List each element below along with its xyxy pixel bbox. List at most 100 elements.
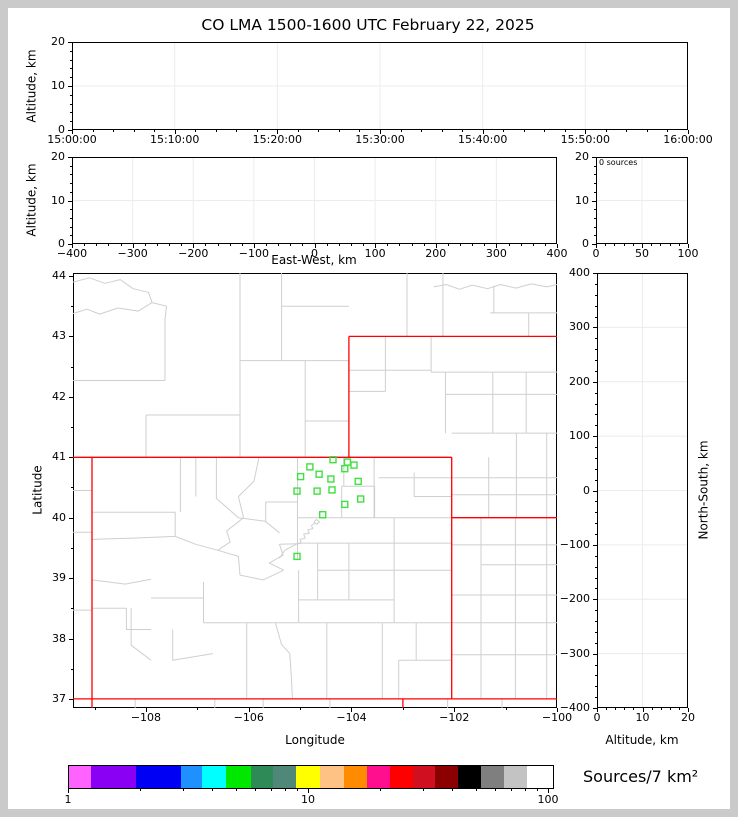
tick-label: −200 — [178, 247, 209, 260]
tick-mark — [606, 708, 608, 710]
tick-mark — [594, 191, 596, 193]
tick-label: −100 — [559, 537, 590, 551]
tick-mark — [594, 209, 596, 211]
tick-label: 20 — [51, 150, 65, 163]
tick-label: 200 — [569, 374, 590, 388]
lma-source-marker — [318, 510, 327, 519]
colorbar-segment-1 — [91, 766, 136, 788]
tick-mark — [297, 130, 299, 132]
tick-mark — [595, 414, 597, 416]
tick-mark — [96, 244, 98, 246]
tick-mark — [302, 244, 304, 246]
tick-mark — [70, 68, 72, 70]
tick-mark — [460, 244, 461, 246]
tick-mark — [278, 244, 280, 246]
tick-mark — [69, 638, 73, 640]
tick-mark — [338, 244, 340, 246]
tick-mark — [277, 130, 279, 134]
tick-mark — [92, 130, 94, 132]
county-boundary — [175, 535, 219, 551]
tick-mark — [595, 457, 597, 459]
tick-mark — [387, 244, 389, 246]
figure-canvas: CO LMA 1500-1600 UTC February 22, 2025 1… — [8, 8, 730, 809]
tick-mark — [651, 708, 653, 710]
lma-source-marker — [350, 461, 358, 469]
lma-source-marker — [293, 552, 301, 561]
tick-mark — [544, 130, 546, 132]
tick-label: 20 — [575, 150, 589, 163]
tick-label: 20 — [681, 711, 695, 724]
tick-mark — [595, 338, 597, 340]
tick-mark — [70, 165, 72, 167]
tick-label: 0 — [583, 483, 590, 497]
tick-mark — [595, 631, 597, 633]
tick-mark — [595, 566, 597, 568]
tick-mark — [68, 86, 72, 87]
ns_height-plot-area — [597, 273, 688, 708]
tick-mark — [595, 621, 597, 622]
tick-mark — [402, 708, 404, 710]
county-boundary — [274, 622, 293, 699]
tick-mark — [68, 244, 72, 245]
tick-label: 0 — [593, 711, 601, 724]
county-boundary — [313, 519, 321, 525]
colorbar-minor-tick — [510, 789, 512, 791]
lma-source-marker — [341, 500, 349, 509]
tick-mark — [70, 112, 72, 114]
tick-mark — [595, 512, 597, 514]
lma-source-marker — [306, 463, 314, 471]
tick-mark — [70, 59, 72, 61]
tick-mark — [380, 130, 381, 134]
tick-mark — [594, 226, 596, 228]
tick-mark — [70, 209, 72, 211]
tick-mark — [595, 370, 597, 372]
tick-mark — [326, 244, 328, 246]
figure-title: CO LMA 1500-1600 UTC February 22, 2025 — [201, 16, 535, 34]
tick-mark — [615, 708, 617, 710]
colorbar-tick — [68, 789, 69, 793]
tick-mark — [72, 130, 73, 134]
county-boundary — [265, 501, 298, 522]
tick-mark — [595, 664, 597, 666]
tick-mark — [318, 130, 320, 132]
lma-source-marker — [327, 475, 335, 483]
tick-mark — [454, 708, 456, 712]
tick-mark — [154, 130, 156, 132]
tick-label: 15:10:00 — [149, 133, 200, 146]
tick-label: 15:50:00 — [560, 133, 611, 146]
tick-label: 42 — [52, 389, 66, 403]
colorbar-segment-10 — [344, 766, 367, 788]
colorbar-minor-tick — [254, 789, 256, 791]
tick-mark — [660, 244, 662, 246]
tick-mark — [400, 130, 402, 132]
county-boundary — [73, 277, 167, 381]
colorbar-minor-tick — [422, 789, 424, 791]
tick-mark — [557, 708, 558, 712]
tick-mark — [71, 366, 73, 368]
colorbar-tick-label: 10 — [301, 793, 315, 806]
tick-mark — [651, 244, 653, 246]
tick-label: 10 — [51, 79, 65, 92]
ns_height-panel — [597, 273, 688, 708]
county-boundary — [215, 457, 239, 519]
colorbar-label: Sources/7 km² — [583, 767, 699, 786]
colorbar-minor-tick — [452, 789, 454, 791]
lma-source-marker — [354, 477, 362, 486]
tick-mark — [70, 235, 72, 237]
tick-label: 15:30:00 — [355, 133, 405, 146]
tick-mark — [71, 547, 73, 549]
tick-mark — [596, 244, 597, 248]
colorbar-tick-label: 100 — [537, 793, 559, 806]
tick-mark — [593, 327, 597, 329]
county-boundary — [433, 283, 557, 290]
tick-mark — [593, 490, 597, 492]
tick-mark — [484, 244, 486, 246]
ns-panel-ylabel: North-South, km — [696, 440, 711, 540]
tick-label: 100 — [677, 247, 699, 260]
tick-mark — [113, 130, 115, 132]
tick-mark — [132, 244, 134, 248]
colorbar-segment-2 — [136, 766, 181, 788]
colorbar-segment-18 — [527, 766, 553, 788]
tick-mark — [71, 487, 73, 489]
tick-mark — [217, 244, 219, 246]
